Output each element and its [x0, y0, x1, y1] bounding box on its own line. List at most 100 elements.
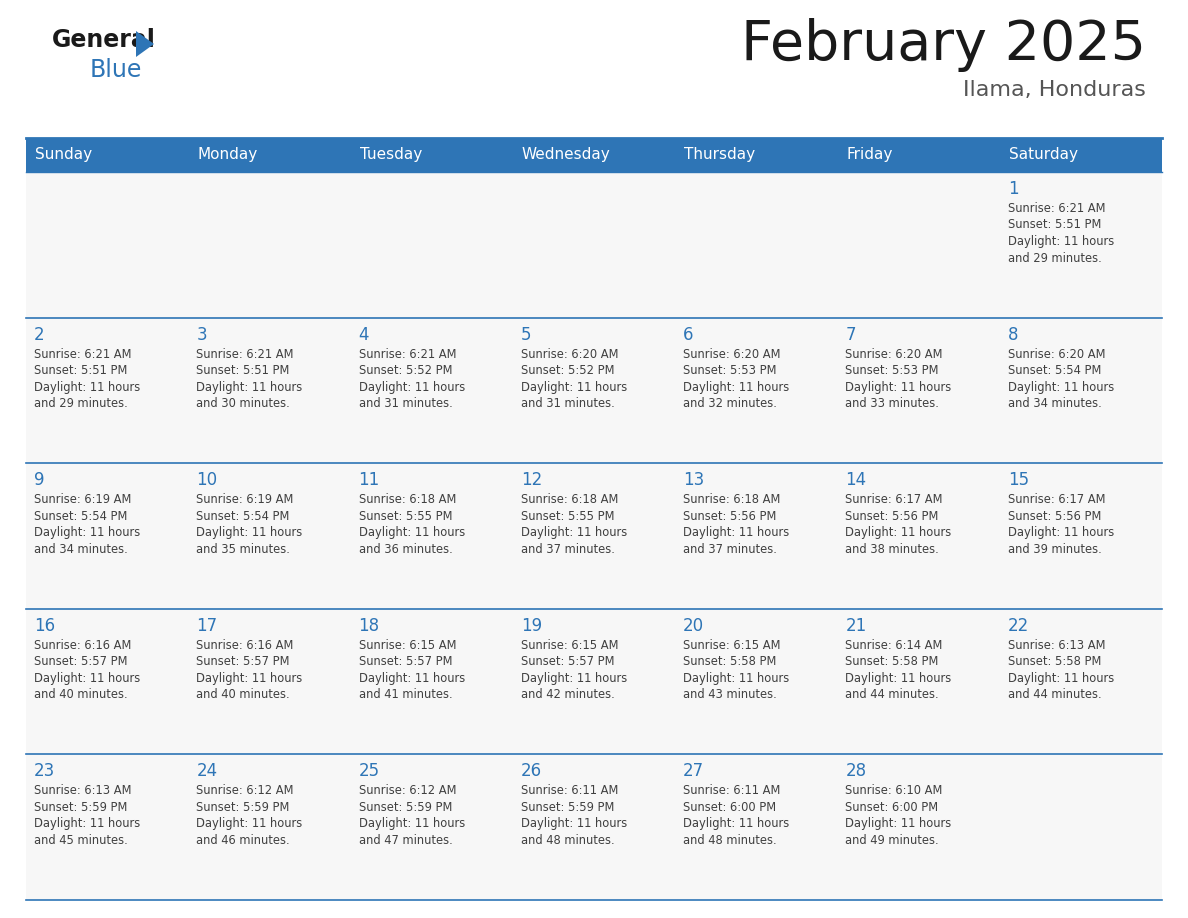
Bar — [513, 172, 675, 318]
Text: Sunrise: 6:20 AM: Sunrise: 6:20 AM — [520, 348, 619, 361]
Text: Sunrise: 6:21 AM: Sunrise: 6:21 AM — [34, 348, 132, 361]
Text: Sunrise: 6:13 AM: Sunrise: 6:13 AM — [34, 784, 132, 798]
Text: Blue: Blue — [90, 58, 143, 82]
Text: 26: 26 — [520, 763, 542, 780]
Text: and 37 minutes.: and 37 minutes. — [520, 543, 614, 555]
Text: Sunday: Sunday — [34, 148, 93, 162]
Text: 18: 18 — [359, 617, 380, 635]
Text: Sunset: 5:56 PM: Sunset: 5:56 PM — [846, 509, 939, 522]
Text: and 48 minutes.: and 48 minutes. — [520, 834, 614, 847]
Text: and 31 minutes.: and 31 minutes. — [359, 397, 453, 410]
Bar — [1000, 609, 1162, 755]
Text: and 34 minutes.: and 34 minutes. — [1007, 397, 1101, 410]
Text: Sunset: 5:57 PM: Sunset: 5:57 PM — [196, 655, 290, 668]
Text: Daylight: 11 hours: Daylight: 11 hours — [34, 672, 140, 685]
Text: 25: 25 — [359, 763, 380, 780]
Bar — [838, 464, 1000, 609]
Text: 23: 23 — [34, 763, 56, 780]
Text: 2: 2 — [34, 326, 45, 343]
Text: and 44 minutes.: and 44 minutes. — [1007, 688, 1101, 701]
Text: Sunset: 6:00 PM: Sunset: 6:00 PM — [683, 800, 776, 814]
Text: Sunrise: 6:21 AM: Sunrise: 6:21 AM — [359, 348, 456, 361]
Bar — [838, 755, 1000, 900]
Text: and 33 minutes.: and 33 minutes. — [846, 397, 940, 410]
Bar — [26, 138, 188, 172]
Text: Sunset: 5:51 PM: Sunset: 5:51 PM — [196, 364, 290, 377]
Text: Daylight: 11 hours: Daylight: 11 hours — [34, 817, 140, 831]
Text: 14: 14 — [846, 471, 866, 489]
Text: and 40 minutes.: and 40 minutes. — [196, 688, 290, 701]
Bar — [188, 609, 350, 755]
Polygon shape — [135, 31, 154, 57]
Text: Sunrise: 6:18 AM: Sunrise: 6:18 AM — [683, 493, 781, 506]
Text: Sunset: 5:51 PM: Sunset: 5:51 PM — [34, 364, 127, 377]
Bar — [1000, 755, 1162, 900]
Text: Sunrise: 6:19 AM: Sunrise: 6:19 AM — [196, 493, 293, 506]
Text: Sunset: 6:00 PM: Sunset: 6:00 PM — [846, 800, 939, 814]
Text: Daylight: 11 hours: Daylight: 11 hours — [846, 817, 952, 831]
Text: and 41 minutes.: and 41 minutes. — [359, 688, 453, 701]
Text: Sunset: 5:59 PM: Sunset: 5:59 PM — [520, 800, 614, 814]
Text: 7: 7 — [846, 326, 855, 343]
Text: Daylight: 11 hours: Daylight: 11 hours — [1007, 672, 1114, 685]
Text: Daylight: 11 hours: Daylight: 11 hours — [1007, 381, 1114, 394]
Text: Daylight: 11 hours: Daylight: 11 hours — [196, 381, 303, 394]
Text: Sunrise: 6:18 AM: Sunrise: 6:18 AM — [359, 493, 456, 506]
Text: Daylight: 11 hours: Daylight: 11 hours — [359, 381, 465, 394]
Bar — [1000, 138, 1162, 172]
Text: Sunset: 5:55 PM: Sunset: 5:55 PM — [359, 509, 453, 522]
Text: Daylight: 11 hours: Daylight: 11 hours — [1007, 235, 1114, 248]
Text: and 43 minutes.: and 43 minutes. — [683, 688, 777, 701]
Bar — [350, 318, 513, 464]
Bar — [513, 755, 675, 900]
Bar — [513, 464, 675, 609]
Text: Sunrise: 6:20 AM: Sunrise: 6:20 AM — [683, 348, 781, 361]
Text: 28: 28 — [846, 763, 866, 780]
Text: Daylight: 11 hours: Daylight: 11 hours — [34, 526, 140, 539]
Bar — [675, 172, 838, 318]
Bar — [26, 318, 188, 464]
Text: 6: 6 — [683, 326, 694, 343]
Text: Daylight: 11 hours: Daylight: 11 hours — [359, 672, 465, 685]
Text: Sunset: 5:57 PM: Sunset: 5:57 PM — [359, 655, 453, 668]
Text: and 31 minutes.: and 31 minutes. — [520, 397, 614, 410]
Bar — [513, 138, 675, 172]
Bar — [188, 138, 350, 172]
Text: 20: 20 — [683, 617, 704, 635]
Text: and 32 minutes.: and 32 minutes. — [683, 397, 777, 410]
Text: and 38 minutes.: and 38 minutes. — [846, 543, 940, 555]
Bar — [350, 755, 513, 900]
Text: 21: 21 — [846, 617, 867, 635]
Text: Wednesday: Wednesday — [522, 148, 611, 162]
Text: Sunset: 5:54 PM: Sunset: 5:54 PM — [196, 509, 290, 522]
Bar — [26, 609, 188, 755]
Text: Friday: Friday — [846, 148, 893, 162]
Text: 1: 1 — [1007, 180, 1018, 198]
Text: Sunrise: 6:13 AM: Sunrise: 6:13 AM — [1007, 639, 1105, 652]
Text: 17: 17 — [196, 617, 217, 635]
Text: and 34 minutes.: and 34 minutes. — [34, 543, 128, 555]
Text: 8: 8 — [1007, 326, 1018, 343]
Text: Daylight: 11 hours: Daylight: 11 hours — [196, 817, 303, 831]
Bar — [188, 755, 350, 900]
Text: Daylight: 11 hours: Daylight: 11 hours — [1007, 526, 1114, 539]
Text: 16: 16 — [34, 617, 55, 635]
Text: Sunrise: 6:21 AM: Sunrise: 6:21 AM — [1007, 202, 1105, 215]
Bar — [838, 318, 1000, 464]
Text: Monday: Monday — [197, 148, 258, 162]
Bar — [188, 318, 350, 464]
Text: Ilama, Honduras: Ilama, Honduras — [963, 80, 1146, 100]
Text: Sunrise: 6:15 AM: Sunrise: 6:15 AM — [520, 639, 619, 652]
Text: 13: 13 — [683, 471, 704, 489]
Bar — [350, 172, 513, 318]
Text: Sunrise: 6:21 AM: Sunrise: 6:21 AM — [196, 348, 293, 361]
Bar — [350, 138, 513, 172]
Bar — [1000, 172, 1162, 318]
Text: Sunrise: 6:16 AM: Sunrise: 6:16 AM — [196, 639, 293, 652]
Text: Sunrise: 6:10 AM: Sunrise: 6:10 AM — [846, 784, 943, 798]
Text: Sunrise: 6:15 AM: Sunrise: 6:15 AM — [683, 639, 781, 652]
Text: Sunrise: 6:20 AM: Sunrise: 6:20 AM — [1007, 348, 1105, 361]
Text: Daylight: 11 hours: Daylight: 11 hours — [196, 526, 303, 539]
Bar — [838, 609, 1000, 755]
Bar — [513, 609, 675, 755]
